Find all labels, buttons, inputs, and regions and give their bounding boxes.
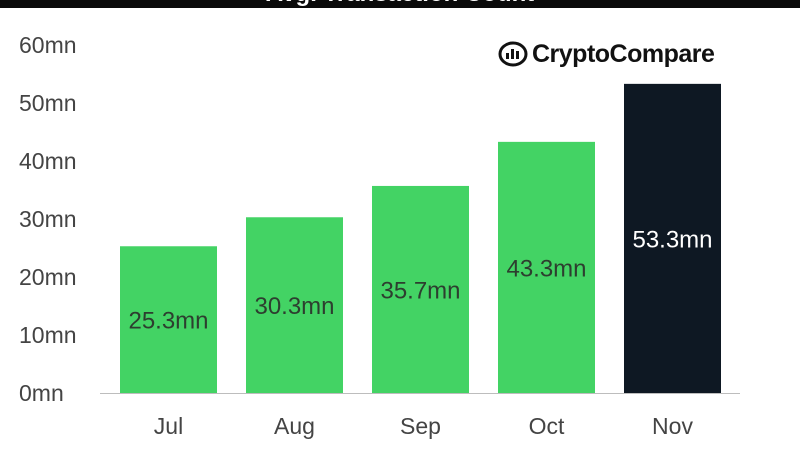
bar-data-label: 35.7mn bbox=[380, 277, 460, 304]
bar bbox=[498, 141, 595, 393]
x-tick-label: Aug bbox=[274, 413, 315, 439]
x-tick-label: Oct bbox=[529, 413, 565, 439]
x-tick-label: Jul bbox=[154, 413, 183, 439]
bar-data-label: 43.3mn bbox=[506, 255, 586, 282]
x-tick-label: Sep bbox=[400, 413, 441, 439]
chart-title-partial: Avg. Transaction Count bbox=[0, 0, 800, 8]
bar-data-label: 25.3mn bbox=[128, 308, 208, 335]
y-tick-label: 0mn bbox=[19, 380, 64, 406]
bar-data-label: 53.3mn bbox=[632, 226, 712, 253]
bar bbox=[246, 217, 343, 393]
y-tick-label: 30mn bbox=[19, 206, 77, 232]
x-tick-label: Nov bbox=[652, 413, 693, 439]
y-tick-label: 20mn bbox=[19, 264, 77, 290]
y-tick-label: 60mn bbox=[19, 32, 77, 58]
bar bbox=[120, 246, 217, 393]
y-tick-label: 40mn bbox=[19, 148, 77, 174]
cryptocompare-logo-icon bbox=[498, 41, 528, 67]
brand-logo: CryptoCompare bbox=[498, 37, 715, 71]
bar bbox=[624, 83, 721, 394]
bar bbox=[372, 185, 469, 393]
y-tick-label: 10mn bbox=[19, 322, 77, 348]
bar-data-label: 30.3mn bbox=[254, 293, 334, 320]
title-bar: Avg. Transaction Count bbox=[0, 0, 800, 8]
y-tick-label: 50mn bbox=[19, 90, 77, 116]
brand-name: CryptoCompare bbox=[532, 39, 715, 68]
